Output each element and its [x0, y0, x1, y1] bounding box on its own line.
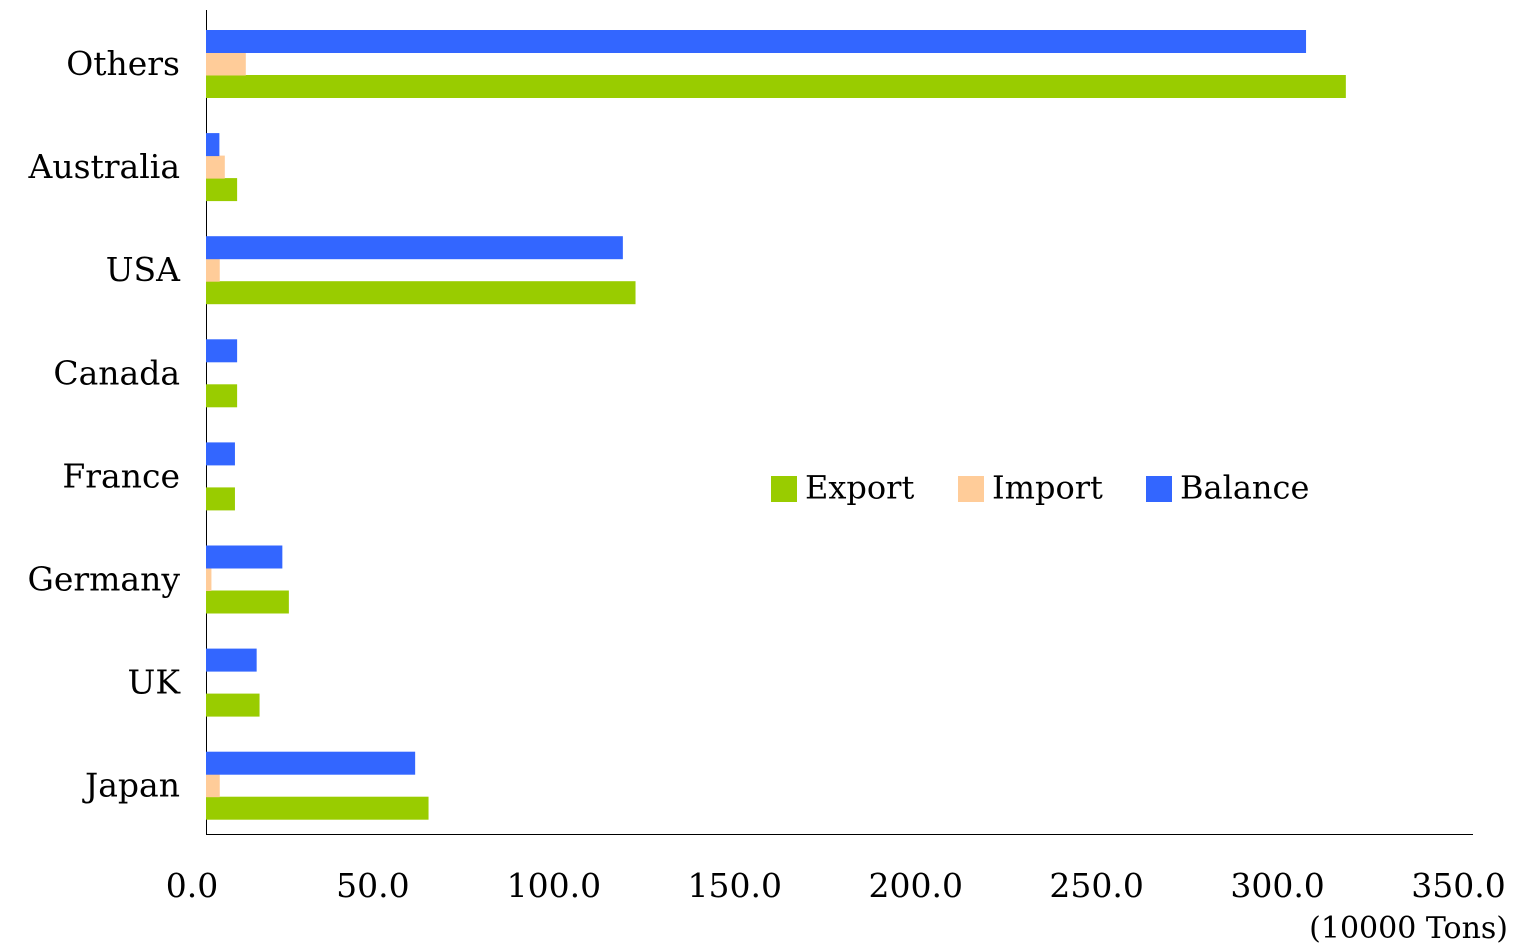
legend-label-balance: Balance	[1180, 469, 1309, 507]
bar-balance-uk	[206, 648, 257, 672]
category-labels: Japan UK Germany France Canada USA Australia Ot…	[27, 44, 181, 805]
x-tick-label: 200.0	[868, 866, 962, 905]
category-label-france: France	[62, 456, 180, 495]
x-tick-labels: 0.0 50.0 100.0 150.0 200.0 250.0 300.0 350.0	[166, 866, 1506, 905]
bars-group	[206, 30, 1346, 820]
legend: Export Import Balance	[771, 469, 1309, 507]
bar-export-germany	[206, 590, 289, 614]
x-tick-label: 100.0	[507, 866, 601, 905]
x-tick-label: 350.0	[1411, 866, 1505, 905]
x-tick-label: 150.0	[688, 866, 782, 905]
bar-export-others	[206, 75, 1346, 98]
bar-balance-germany	[206, 545, 283, 569]
bar-export-france	[206, 487, 235, 511]
bar-export-canada	[206, 384, 238, 408]
bar-balance-australia	[206, 133, 220, 157]
bar-export-usa	[206, 281, 636, 305]
x-tick-label: 50.0	[336, 866, 409, 905]
x-axis-unit-label: (10000 Tons)	[1309, 911, 1508, 944]
legend-swatch-balance	[1146, 476, 1172, 502]
bar-export-japan	[206, 796, 429, 820]
bar-balance-others	[206, 30, 1307, 53]
legend-label-export: Export	[805, 469, 914, 507]
category-label-japan: Japan	[82, 766, 180, 805]
bar-import-australia	[206, 155, 225, 179]
category-label-australia: Australia	[27, 147, 180, 186]
category-label-canada: Canada	[53, 353, 180, 392]
bar-export-uk	[206, 693, 260, 717]
bar-import-usa	[206, 258, 220, 282]
category-label-uk: UK	[128, 663, 182, 702]
x-tick-label: 0.0	[166, 866, 218, 905]
legend-swatch-export	[771, 476, 797, 502]
legend-label-import: Import	[992, 469, 1103, 507]
category-label-usa: USA	[106, 250, 181, 289]
bar-import-germany	[206, 568, 212, 591]
bar-balance-usa	[206, 236, 623, 260]
bar-import-others	[206, 52, 246, 76]
bar-import-japan	[206, 774, 220, 798]
bar-export-australia	[206, 178, 238, 202]
bar-balance-japan	[206, 751, 416, 775]
bar-balance-canada	[206, 339, 238, 363]
category-label-others: Others	[66, 44, 180, 83]
x-tick-label: 300.0	[1230, 866, 1324, 905]
category-label-germany: Germany	[27, 560, 180, 599]
legend-swatch-import	[958, 476, 984, 502]
x-tick-label: 250.0	[1049, 866, 1143, 905]
bar-balance-france	[206, 442, 235, 466]
